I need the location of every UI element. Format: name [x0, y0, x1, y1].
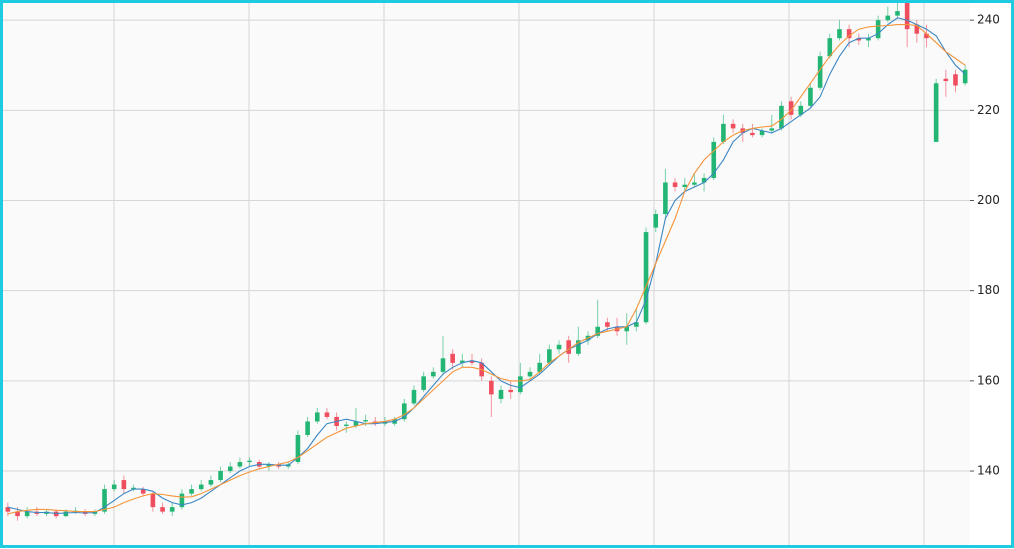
candle-body [527, 371, 533, 377]
candle-body [846, 29, 852, 39]
candle-body [363, 420, 368, 422]
candle-body [237, 462, 243, 467]
candle-body [730, 123, 736, 129]
candle-body [701, 177, 707, 183]
chart: 140 160 180 200 220 240 [3, 0, 1000, 545]
candle-body [711, 141, 717, 178]
candle-body [411, 389, 417, 404]
candle-body [769, 128, 775, 131]
candle-body [508, 389, 513, 393]
candle-body [788, 101, 794, 115]
candle-body [933, 83, 939, 142]
candle-body [247, 460, 252, 463]
candle-body [595, 326, 601, 336]
candle-body [682, 184, 688, 187]
candle-body [779, 105, 784, 129]
candle-body [140, 489, 146, 494]
candle-body [663, 182, 668, 215]
candle-body [63, 511, 69, 517]
candle-body [102, 489, 107, 512]
candle-body [353, 421, 359, 426]
candle-body [402, 403, 407, 420]
y-tick-label: 220 [977, 103, 1000, 117]
candle-body [227, 466, 233, 472]
candle-body [189, 489, 194, 494]
candle-body [653, 214, 659, 228]
candle-body [160, 507, 165, 512]
candle-body [904, 2, 910, 30]
candle-body [498, 389, 504, 399]
candle-body [5, 507, 11, 512]
candle-body [808, 87, 813, 106]
candle-body [817, 56, 823, 88]
candle-body [15, 511, 20, 517]
candle-body [837, 29, 842, 39]
candle-body [556, 344, 562, 350]
candle-body [798, 105, 804, 115]
candle-body [566, 340, 571, 354]
candle-body [169, 507, 175, 512]
candle-body [266, 464, 272, 467]
candle-body [450, 353, 455, 363]
y-tick-label: 140 [977, 464, 1000, 478]
candle-body [643, 232, 649, 323]
candle-body [431, 371, 436, 377]
moving-average-line [7, 24, 966, 515]
candle-body [827, 38, 833, 57]
y-tick-label: 180 [977, 283, 1000, 297]
candle-body [953, 74, 958, 86]
candle-body [914, 24, 920, 34]
candle-body [121, 480, 127, 490]
y-tick-label: 200 [977, 193, 1000, 207]
candle-body [721, 123, 726, 142]
candle-body [547, 349, 552, 363]
moving-average-line [7, 17, 966, 514]
candle-body [895, 11, 900, 16]
candle-body [576, 340, 581, 354]
candle-body [518, 376, 523, 393]
candle-body [759, 130, 765, 136]
candle-body [943, 78, 949, 82]
candle-body [460, 360, 465, 363]
candle-body [885, 15, 891, 21]
candle-body [537, 362, 542, 372]
candle-body [305, 421, 310, 435]
candle-body [605, 322, 610, 327]
candle-body [856, 38, 862, 41]
candle-body [875, 20, 881, 39]
candle-body [692, 182, 697, 185]
candle-body [150, 493, 156, 508]
candle-body [624, 326, 630, 332]
candle-body [469, 360, 475, 363]
candle-body [314, 412, 320, 422]
candle-body [324, 412, 330, 417]
candle-body [343, 424, 349, 426]
y-tick-label: 240 [977, 13, 1000, 27]
y-tick-label: 160 [977, 373, 1000, 387]
candle-body [111, 484, 117, 490]
candle-body [131, 487, 136, 490]
candle-body [634, 322, 639, 327]
candle-body [866, 38, 871, 41]
candle-body [924, 33, 929, 39]
candle-body [489, 380, 494, 395]
candle-body [672, 182, 678, 187]
candle-body [179, 493, 185, 508]
candle-body [218, 471, 223, 481]
candle-body [440, 358, 446, 372]
candle-body [962, 69, 968, 84]
candle-body [198, 484, 204, 490]
candle-body [208, 480, 214, 485]
candle-body [421, 376, 426, 390]
candle-body [295, 434, 301, 463]
candle-body [24, 511, 30, 517]
candle-body [750, 132, 755, 136]
